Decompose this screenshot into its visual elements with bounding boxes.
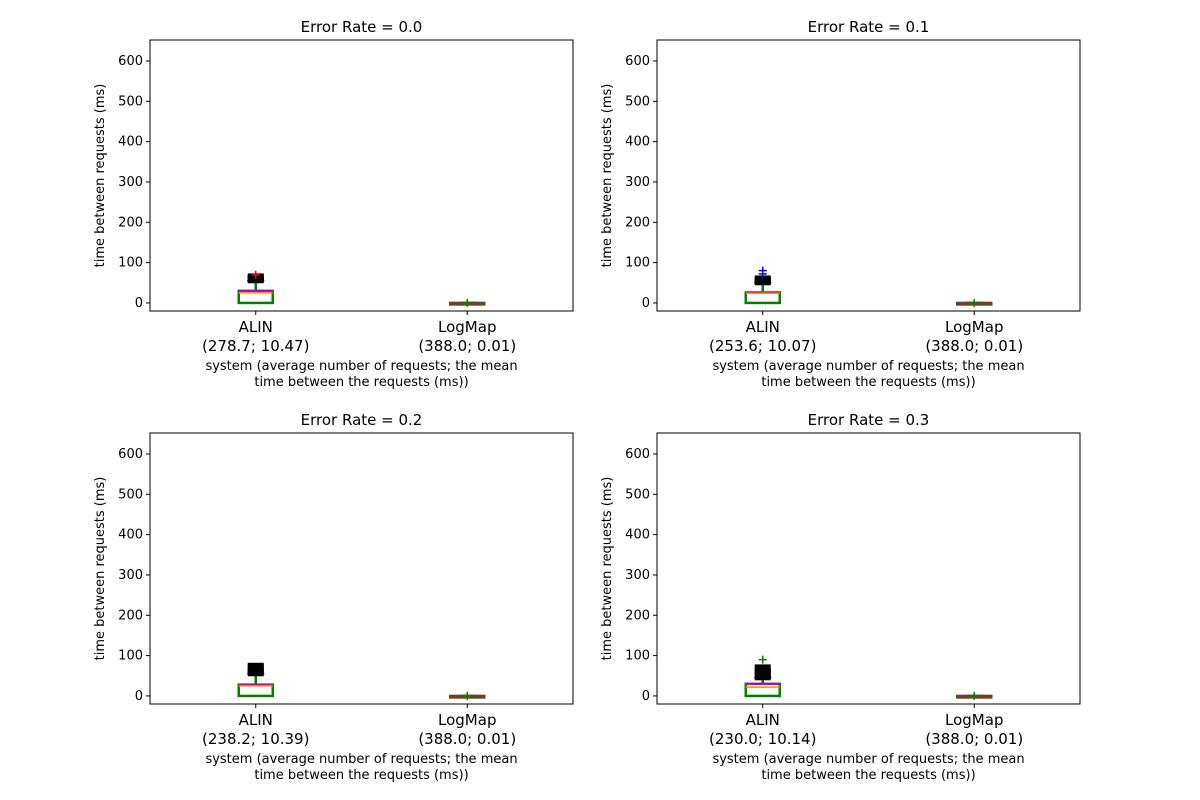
outlier-point (758, 655, 767, 664)
outlier-point (251, 270, 260, 279)
subplot-title: Error Rate = 0.1 (808, 18, 930, 36)
y-tick-label: 0 (135, 296, 143, 311)
x-tick-label: ALIN (239, 711, 273, 729)
box-LogMap (449, 691, 486, 700)
y-tick-label: 400 (625, 528, 650, 543)
flier (970, 691, 979, 700)
box-ALIN (744, 266, 781, 305)
outlier-point (758, 269, 767, 278)
x-axis-label: system (average number of requests; the … (205, 752, 517, 767)
flier (463, 298, 472, 307)
flier (463, 691, 472, 700)
box (744, 682, 781, 698)
subplot-title: Error Rate = 0.2 (301, 411, 423, 429)
x-axis-label: system (average number of requests; the … (205, 359, 517, 374)
y-tick-label: 100 (625, 256, 650, 271)
x-tick-label: ALIN (746, 318, 780, 336)
y-tick-label: 400 (118, 528, 143, 543)
y-tick-label: 300 (625, 175, 650, 190)
subplot-title: Error Rate = 0.3 (808, 411, 930, 429)
y-tick-label: 500 (625, 94, 650, 109)
x-axis-label: system (average number of requests; the … (712, 752, 1024, 767)
y-axis-label: time between requests (ms) (93, 84, 108, 268)
box-LogMap (449, 298, 486, 307)
subplot-title: Error Rate = 0.0 (301, 18, 423, 36)
x-tick-label: LogMap (945, 318, 1003, 336)
y-tick-label: 500 (625, 487, 650, 502)
x-tick-sublabel: (388.0; 0.01) (418, 337, 516, 355)
y-tick-label: 400 (625, 135, 650, 150)
y-tick-label: 100 (118, 256, 143, 271)
x-tick-sublabel: (388.0; 0.01) (925, 337, 1023, 355)
x-tick-sublabel: (388.0; 0.01) (418, 730, 516, 748)
y-tick-label: 600 (118, 447, 143, 462)
axes-frame (149, 39, 574, 312)
axes-frame (149, 432, 574, 705)
x-axis-label: system (average number of requests; the … (712, 359, 1024, 374)
x-tick-label: LogMap (438, 318, 496, 336)
flier (247, 662, 264, 668)
y-tick-label: 200 (118, 215, 143, 230)
y-tick-label: 200 (625, 215, 650, 230)
x-tick-sublabel: (388.0; 0.01) (925, 730, 1023, 748)
y-tick-label: 300 (118, 568, 143, 583)
axes-frame (656, 39, 1081, 312)
x-axis-label: time between the requests (ms)) (254, 375, 468, 390)
x-tick-label: LogMap (945, 711, 1003, 729)
subplot-0: Error Rate = 0.0 0 100 200 300 400 500 600 time … (93, 18, 574, 390)
y-tick-label: 600 (625, 54, 650, 69)
y-tick-label: 500 (118, 487, 143, 502)
y-tick-label: 400 (118, 135, 143, 150)
box-LogMap (956, 298, 993, 307)
x-tick-label: LogMap (438, 711, 496, 729)
box-ALIN (744, 655, 781, 698)
x-tick-label: ALIN (239, 318, 273, 336)
y-tick-label: 300 (118, 175, 143, 190)
x-tick-label: ALIN (746, 711, 780, 729)
box-LogMap (956, 691, 993, 700)
y-tick-label: 100 (118, 649, 143, 664)
y-tick-label: 100 (625, 649, 650, 664)
y-tick-label: 600 (118, 54, 143, 69)
y-axis-label: time between requests (ms) (93, 477, 108, 661)
y-tick-label: 200 (625, 608, 650, 623)
flier (754, 667, 771, 673)
box-ALIN (237, 662, 274, 698)
x-tick-sublabel: (253.6; 10.07) (709, 337, 816, 355)
flier (754, 664, 771, 670)
axes-frame (656, 432, 1081, 705)
box (744, 291, 781, 305)
x-tick-sublabel: (278.7; 10.47) (202, 337, 309, 355)
y-tick-label: 500 (118, 94, 143, 109)
y-tick-label: 200 (118, 608, 143, 623)
y-axis-label: time between requests (ms) (600, 477, 615, 661)
y-axis-label: time between requests (ms) (600, 84, 615, 268)
y-tick-label: 0 (642, 689, 650, 704)
subplot-3: Error Rate = 0.3 0 100 200 300 400 500 600 time … (600, 411, 1081, 783)
y-tick-label: 300 (625, 568, 650, 583)
y-tick-label: 600 (625, 447, 650, 462)
x-axis-label: time between the requests (ms)) (254, 768, 468, 783)
x-tick-sublabel: (238.2; 10.39) (202, 730, 309, 748)
y-tick-label: 0 (642, 296, 650, 311)
flier (970, 298, 979, 307)
y-tick-label: 0 (135, 689, 143, 704)
subplot-2: Error Rate = 0.2 0 100 200 300 400 500 600 time … (93, 411, 574, 783)
x-tick-sublabel: (230.0; 10.14) (709, 730, 816, 748)
flier (754, 275, 771, 281)
x-axis-label: time between the requests (ms)) (761, 768, 975, 783)
subplot-1: Error Rate = 0.1 0 100 200 300 400 500 600 time … (600, 18, 1081, 390)
x-axis-label: time between the requests (ms)) (761, 375, 975, 390)
box-ALIN (237, 270, 274, 305)
